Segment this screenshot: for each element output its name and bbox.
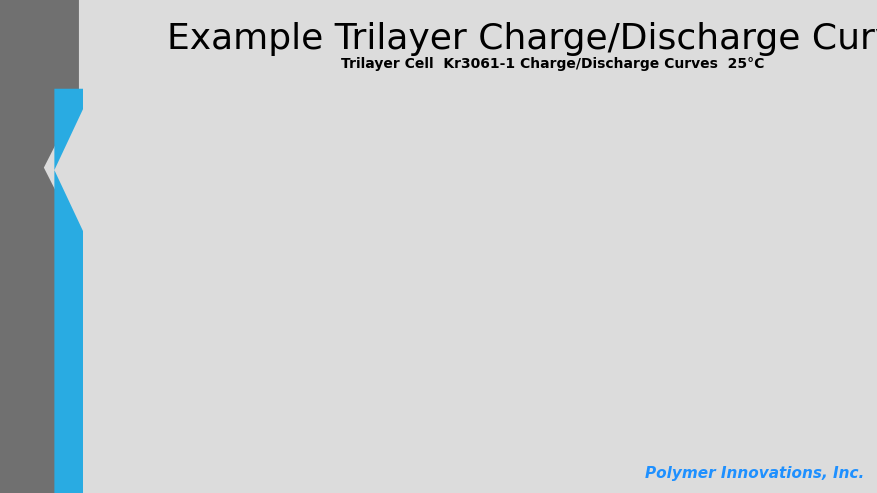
X-axis label: Charge Capacity (Ah): Charge Capacity (Ah) — [462, 454, 612, 467]
Text: Polymer Innovations, Inc.: Polymer Innovations, Inc. — [645, 466, 864, 481]
Y-axis label: Voltage (V): Voltage (V) — [178, 224, 190, 303]
Text: Example Trilayer Charge/Discharge Curves: Example Trilayer Charge/Discharge Curves — [168, 22, 877, 56]
Text: Trilayer Cell  Kr3061-1 Charge/Discharge Curves  25°C: Trilayer Cell Kr3061-1 Charge/Discharge … — [341, 57, 764, 70]
